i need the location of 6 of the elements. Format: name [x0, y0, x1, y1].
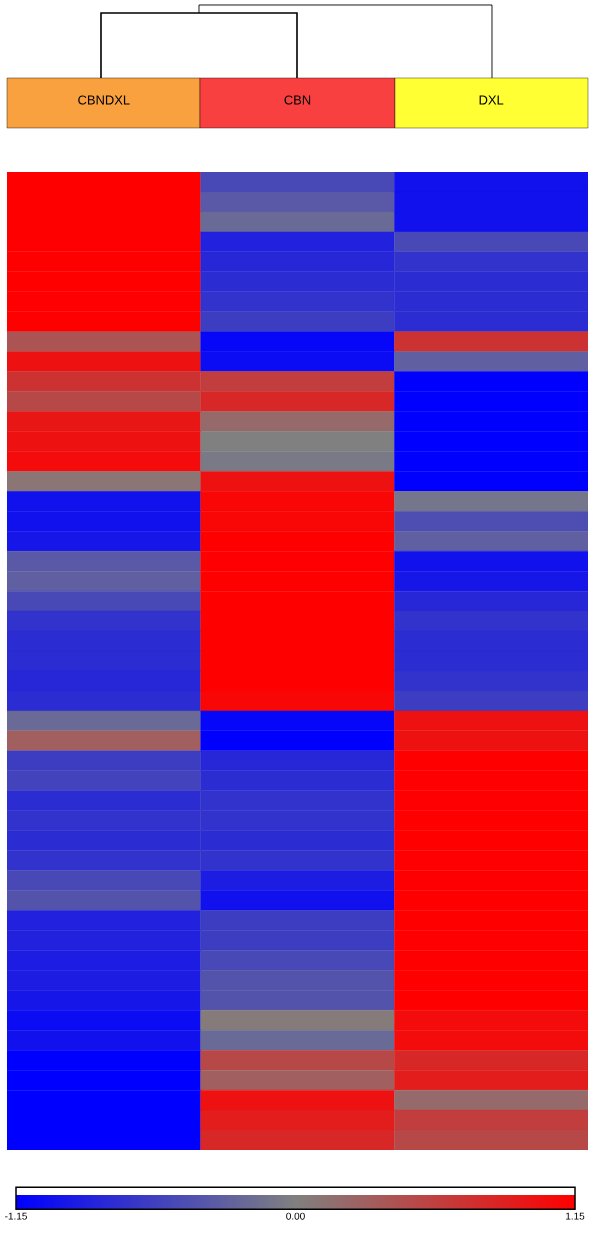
x-tick-label: CBNDXL — [78, 95, 130, 105]
color-bar-label: 1.15 — [566, 1212, 585, 1220]
x-tick-label: DXL — [479, 95, 504, 105]
color-bar-label: 0.00 — [286, 1212, 305, 1220]
x-tick-label: CBN — [284, 95, 311, 105]
color-bar-label: -1.15 — [5, 1212, 27, 1220]
